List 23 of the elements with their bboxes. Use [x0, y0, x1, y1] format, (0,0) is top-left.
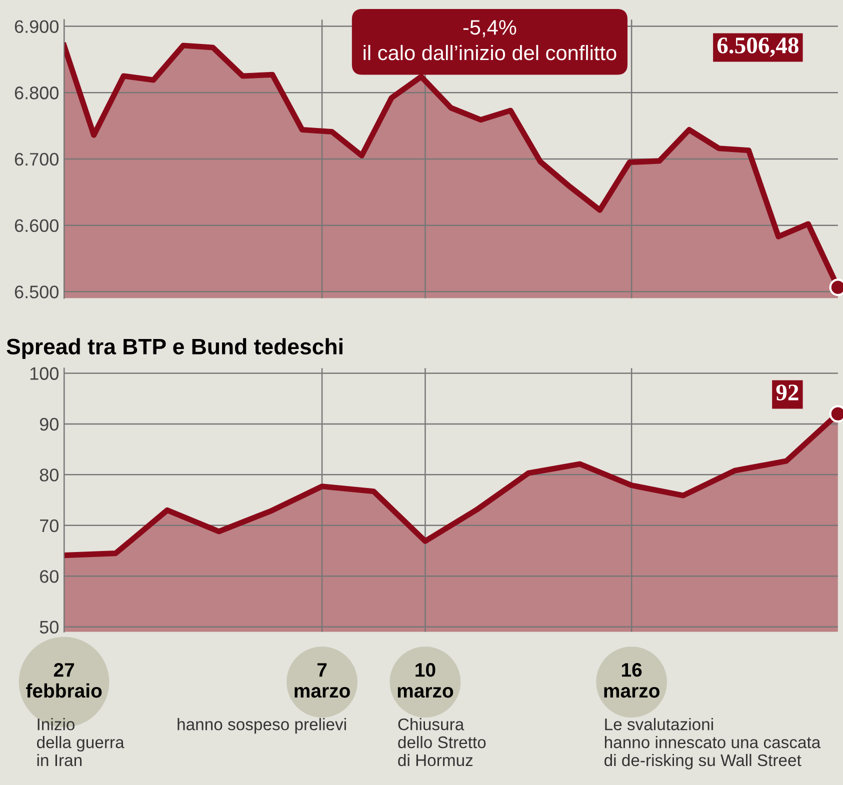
- y-tick-label: 6.500: [14, 286, 59, 298]
- y-tick-label: 50: [40, 620, 59, 634]
- text: hanno sospeso prelievi: [178, 718, 346, 734]
- text: Chiusura dello Stretto di Hormuz: [398, 718, 486, 766]
- x-tick-label: 7 marzo: [294, 663, 350, 698]
- annotation: -5,4% il calo dall’inizio del conflitto: [364, 20, 616, 60]
- y-tick-label: 80: [40, 468, 59, 482]
- annotation: 6.506,48: [717, 37, 798, 57]
- text: Inizio della guerra in Iran: [36, 718, 124, 766]
- text: Le svalutazioni hanno innescato una cascata di de-risking su Wall Street: [604, 718, 821, 770]
- annotation: 92: [776, 384, 798, 400]
- y-tick-label: 90: [40, 418, 59, 431]
- x-tick-label: 10 marzo: [398, 662, 454, 698]
- chart-title: Spread tra BTP e Bund tedeschi: [6, 338, 342, 359]
- y-tick-label: 6.800: [14, 86, 59, 100]
- y-tick-label: 60: [40, 570, 59, 583]
- y-tick-label: 6.700: [14, 152, 59, 166]
- x-tick-label: 16 marzo: [604, 662, 660, 698]
- y-tick-label: 70: [40, 519, 59, 532]
- y-tick-label: 100: [30, 367, 59, 380]
- y-tick-label: 6.600: [14, 219, 59, 232]
- y-tick-label: 6.900: [14, 20, 59, 33]
- x-tick-label: 27 febbraio: [26, 662, 102, 698]
